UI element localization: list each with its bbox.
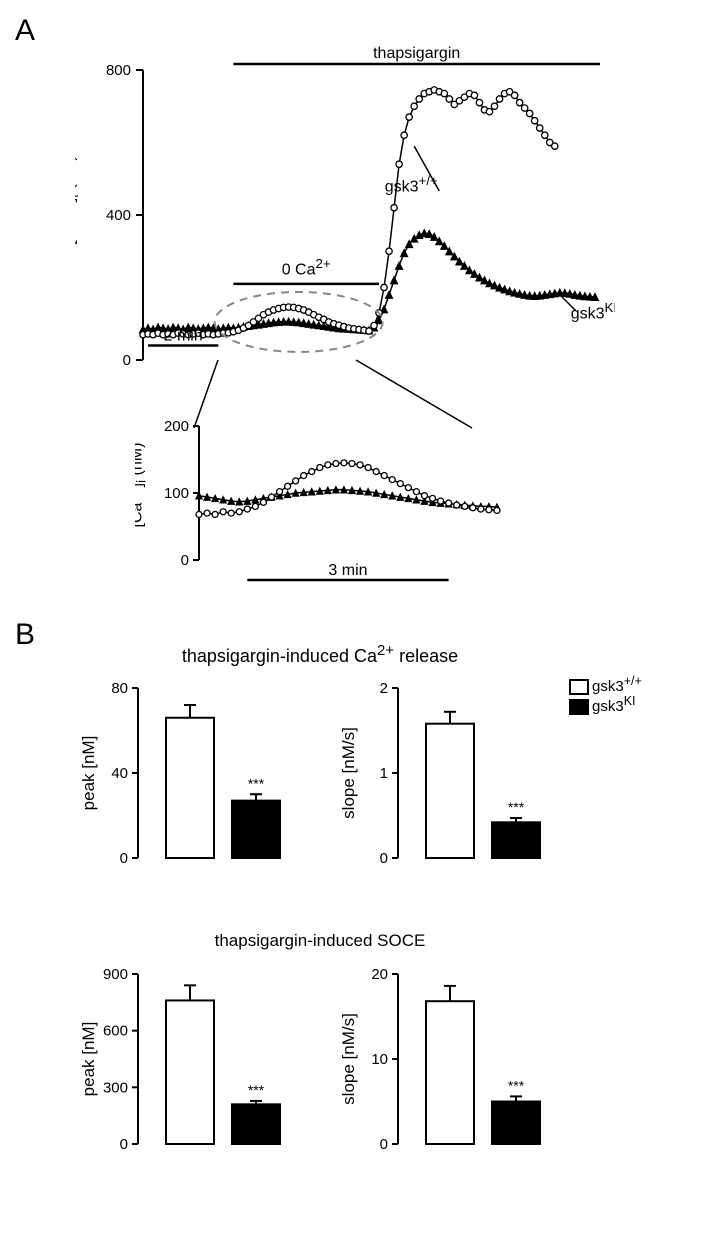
svg-text:3 min: 3 min	[328, 562, 367, 579]
panel-a-main-trace: 0400800[Ca2+]i (nM)thapsigargin0 Ca2+2 m…	[75, 40, 615, 400]
panel-a-label: A	[15, 14, 35, 48]
svg-text:300: 300	[103, 1079, 128, 1096]
panel-a-inset-trace: 0100200[Ca2+]i (nM)3 min	[135, 410, 515, 590]
svg-text:***: ***	[508, 799, 525, 815]
svg-text:slope [nM/s]: slope [nM/s]	[339, 1013, 358, 1105]
svg-text:1: 1	[380, 765, 388, 782]
svg-text:10: 10	[371, 1051, 388, 1068]
svg-text:2 min: 2 min	[164, 328, 203, 345]
svg-text:200: 200	[164, 418, 189, 435]
svg-text:2: 2	[380, 680, 388, 697]
svg-text:100: 100	[164, 485, 189, 502]
svg-text:0: 0	[120, 1136, 128, 1153]
svg-text:peak [nM]: peak [nM]	[79, 736, 98, 811]
svg-text:80: 80	[111, 680, 128, 697]
panel-b-charts: thapsigargin-induced Ca2+ releasethapsig…	[60, 634, 700, 1234]
svg-text:thapsigargin: thapsigargin	[373, 45, 460, 62]
svg-text:40: 40	[111, 765, 128, 782]
svg-text:***: ***	[248, 1082, 265, 1098]
svg-text:0: 0	[380, 1136, 388, 1153]
svg-text:peak [nM]: peak [nM]	[79, 1022, 98, 1097]
svg-text:20: 20	[371, 966, 388, 983]
svg-text:800: 800	[106, 62, 131, 79]
svg-text:900: 900	[103, 966, 128, 983]
svg-text:***: ***	[508, 1077, 525, 1093]
panel-b-label: B	[15, 618, 35, 652]
svg-text:0: 0	[181, 552, 189, 569]
svg-text:***: ***	[248, 775, 265, 791]
svg-text:400: 400	[106, 207, 131, 224]
svg-text:600: 600	[103, 1023, 128, 1040]
svg-text:0: 0	[380, 850, 388, 867]
svg-text:0: 0	[123, 352, 131, 369]
svg-text:slope [nM/s]: slope [nM/s]	[339, 727, 358, 819]
svg-text:thapsigargin-induced SOCE: thapsigargin-induced SOCE	[215, 931, 426, 950]
svg-text:0: 0	[120, 850, 128, 867]
